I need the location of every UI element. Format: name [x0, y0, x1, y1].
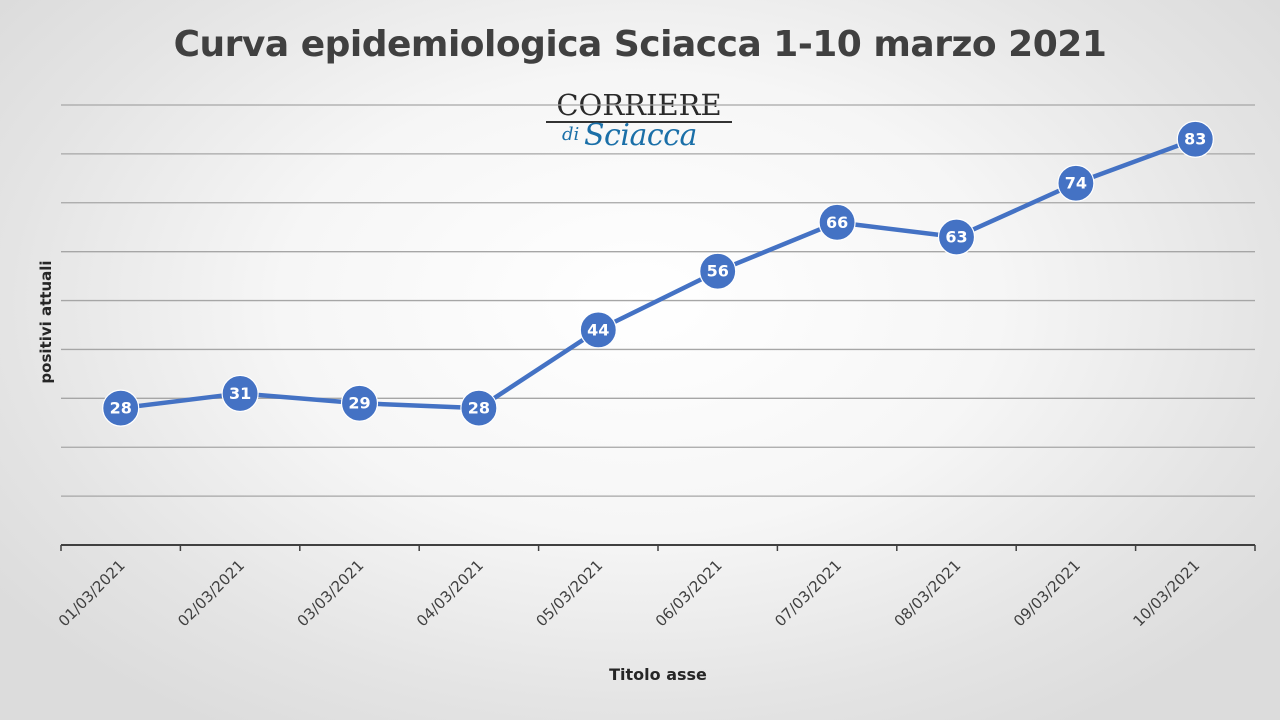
- x-tick-label: 07/03/2021: [771, 556, 845, 630]
- x-tick-label: 05/03/2021: [532, 556, 606, 630]
- x-axis-title: Titolo asse: [609, 665, 707, 684]
- data-point: [818, 203, 856, 241]
- x-tick-label: 08/03/2021: [891, 556, 965, 630]
- data-label: 44: [587, 320, 609, 339]
- x-tick-label: 04/03/2021: [413, 556, 487, 630]
- logo-rule: [546, 121, 732, 123]
- logo-name-text: Sciacca: [584, 118, 697, 153]
- data-label: 28: [110, 399, 132, 418]
- x-tick-label: 03/03/2021: [294, 556, 368, 630]
- series-line: [120, 137, 1197, 411]
- data-label: 74: [1065, 174, 1087, 193]
- data-label: 63: [945, 228, 967, 247]
- data-label: 29: [348, 394, 370, 413]
- data-point: [102, 389, 140, 427]
- data-point: [579, 311, 617, 349]
- x-tick-label: 02/03/2021: [174, 556, 248, 630]
- data-point: [460, 389, 498, 427]
- data-label: 66: [826, 213, 848, 232]
- data-point: [699, 252, 737, 290]
- chart-title: Curva epidemiologica Sciacca 1-10 marzo …: [173, 24, 1107, 65]
- data-point: [221, 374, 259, 413]
- data-point: [1057, 164, 1095, 202]
- data-label: 28: [468, 399, 490, 418]
- x-tick-label: 09/03/2021: [1010, 556, 1084, 630]
- data-point: [937, 218, 976, 256]
- x-tick-label: 06/03/2021: [652, 556, 726, 630]
- data-label: 31: [229, 384, 251, 403]
- data-label: 56: [707, 262, 729, 281]
- data-point: [340, 384, 379, 422]
- x-tick-label: 01/03/2021: [55, 556, 129, 630]
- x-tick-label: 10/03/2021: [1129, 556, 1203, 630]
- data-point: [1176, 120, 1214, 158]
- data-label: 83: [1184, 130, 1206, 149]
- y-axis-title: positivi attuali: [37, 260, 55, 384]
- logo-di-text: di: [562, 124, 580, 145]
